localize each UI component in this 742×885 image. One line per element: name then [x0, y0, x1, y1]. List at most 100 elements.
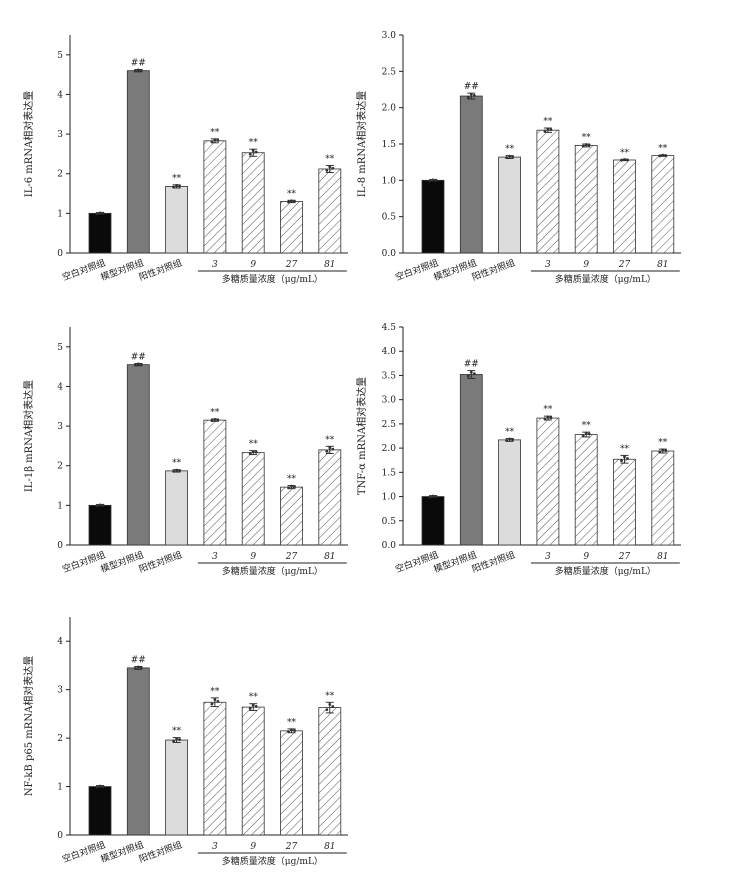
data-point — [210, 702, 214, 706]
x-tick-label: 81 — [657, 552, 668, 562]
data-point — [216, 418, 220, 422]
x-tick-label: 27 — [618, 552, 631, 562]
y-tick-label: 1.0 — [382, 493, 397, 503]
data-point — [290, 484, 293, 488]
significance-label: ** — [210, 128, 220, 138]
data-point — [626, 457, 629, 460]
x-tick-label: 模型对照组 — [99, 257, 145, 284]
significance-label: ** — [325, 691, 335, 701]
data-point — [213, 138, 217, 142]
bar-1 — [421, 179, 445, 254]
data-point — [325, 168, 329, 172]
data-point — [293, 199, 296, 203]
data-point — [95, 504, 99, 508]
y-tick-label: 1 — [57, 783, 63, 793]
x-tick-label: 3 — [545, 260, 551, 270]
data-point — [661, 448, 665, 452]
x-tick-label: 空白对照组 — [61, 839, 107, 866]
y-tick-label: 2.5 — [382, 67, 397, 77]
significance-label: ** — [172, 459, 182, 469]
x-tick-label: 3 — [545, 552, 551, 562]
y-axis-label: TNF-α mRNA相对表达量 — [355, 377, 368, 495]
significance-label: ** — [210, 408, 220, 418]
y-axis-label: IL-1β mRNA相对表达量 — [22, 380, 35, 492]
data-point — [172, 185, 176, 189]
data-point — [136, 362, 140, 366]
data-point — [658, 450, 662, 454]
data-point — [101, 503, 105, 507]
data-point — [328, 165, 332, 169]
data-point — [175, 468, 179, 472]
significance-label: ** — [287, 189, 297, 199]
data-point — [328, 446, 332, 450]
bar-7 — [651, 155, 675, 254]
significance-label: ## — [131, 58, 146, 68]
x-tick-label: 模型对照组 — [432, 549, 478, 576]
y-tick-label: 0 — [57, 541, 63, 551]
group-axis-label: 多糖质量浓度（μg/mL） — [555, 565, 656, 577]
y-tick-label: 2 — [57, 462, 63, 472]
data-point — [172, 739, 176, 743]
data-point — [434, 178, 438, 182]
data-point — [664, 449, 668, 453]
y-tick-label: 1.5 — [382, 468, 397, 478]
bar-4 — [203, 701, 227, 836]
data-point — [469, 92, 473, 96]
data-point — [325, 449, 329, 453]
x-tick-label: 9 — [583, 552, 589, 562]
data-point — [136, 665, 140, 669]
data-point — [216, 139, 220, 142]
data-point — [95, 785, 99, 789]
data-point — [98, 211, 102, 215]
data-point — [101, 784, 105, 788]
x-tick-label: 27 — [285, 260, 298, 270]
data-point — [287, 486, 290, 490]
significance-label: ** — [172, 174, 182, 184]
data-point — [584, 143, 588, 146]
x-tick-label: 阳性对照组 — [137, 549, 183, 576]
x-tick-label: 27 — [618, 260, 631, 270]
significance-label: ** — [210, 687, 220, 697]
bar-3 — [165, 739, 189, 836]
bar-6 — [280, 201, 303, 254]
data-point — [620, 158, 623, 162]
data-point — [290, 199, 293, 203]
y-tick-label: 0 — [57, 249, 63, 259]
data-point — [251, 450, 255, 453]
significance-label: ** — [620, 148, 630, 158]
data-point — [581, 144, 585, 148]
y-tick-label: 4.5 — [382, 323, 397, 333]
data-point — [587, 143, 591, 147]
data-point — [172, 469, 176, 473]
significance-label: ** — [658, 438, 668, 448]
data-point — [248, 707, 252, 710]
y-tick-label: 5 — [57, 51, 63, 61]
data-point — [139, 363, 143, 366]
x-tick-label: 模型对照组 — [99, 549, 145, 576]
x-tick-label: 9 — [250, 552, 256, 562]
data-point — [549, 128, 553, 132]
data-point — [584, 431, 588, 435]
y-tick-label: 1.5 — [382, 140, 397, 150]
data-point — [287, 730, 290, 734]
y-tick-label: 4.0 — [382, 347, 397, 357]
data-point — [328, 702, 332, 706]
significance-label: ** — [172, 727, 182, 737]
significance-label: ## — [464, 82, 479, 92]
x-tick-label: 9 — [250, 842, 256, 852]
data-point — [98, 784, 102, 788]
data-point — [210, 140, 214, 144]
data-point — [661, 153, 665, 157]
data-point — [254, 705, 258, 708]
significance-label: ## — [131, 352, 146, 362]
data-point — [139, 69, 143, 72]
bar-3 — [498, 156, 522, 254]
data-point — [136, 68, 140, 72]
y-tick-label: 0.0 — [382, 541, 397, 551]
x-tick-label: 空白对照组 — [394, 257, 440, 284]
data-point — [505, 156, 508, 160]
data-point — [325, 708, 329, 712]
y-tick-label: 3.5 — [382, 371, 397, 381]
